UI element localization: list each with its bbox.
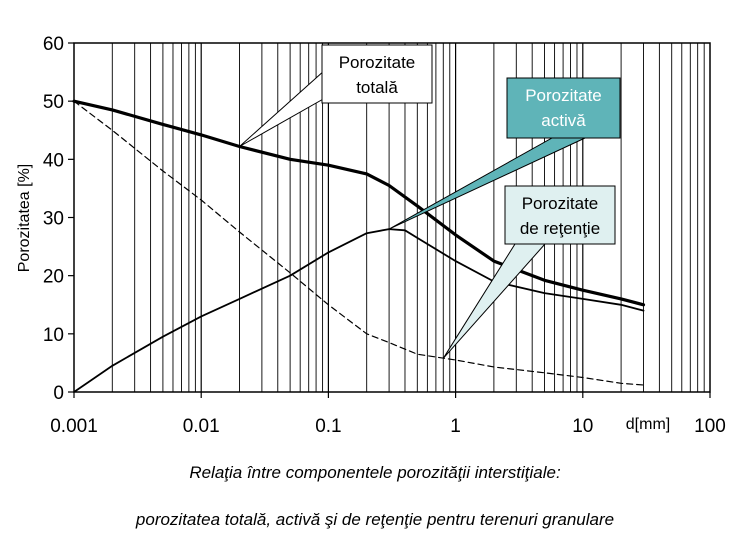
x-tick-label: 100 <box>694 416 726 437</box>
y-tick-label: 0 <box>53 383 64 404</box>
y-tick-label: 10 <box>43 325 64 346</box>
callout-text: activă <box>541 111 586 130</box>
series-line-totala <box>72 99 646 307</box>
caption-line-1: Relaţia între componentele porozităţii i… <box>189 463 561 482</box>
callout-totala: Porozitate totală <box>239 44 433 147</box>
callout-text: de reţenţie <box>520 219 600 238</box>
callout-text: totală <box>356 78 398 97</box>
series-line-retentie <box>73 100 645 386</box>
callout-activa: Porozitate activă <box>388 77 621 230</box>
y-tick-labels: 0 10 20 30 40 50 60 <box>43 34 74 404</box>
callout-text: Porozitate <box>339 53 416 72</box>
y-tick-label: 60 <box>43 34 64 55</box>
x-tick-label: 0.001 <box>50 416 98 437</box>
y-tick-label: 20 <box>43 267 64 288</box>
x-tick-labels: 0.001 0.01 0.1 1 10 100 <box>50 392 726 437</box>
y-tick-label: 40 <box>43 150 64 171</box>
y-tick-label: 30 <box>43 209 64 230</box>
callout-text: Porozitate <box>525 86 602 105</box>
callout-box-fill <box>506 187 614 243</box>
caption-line-2: porozitatea totală, activă şi de reţenţi… <box>135 510 615 529</box>
y-axis-label: Porozitatea [%] <box>16 164 33 273</box>
x-tick-label: 1 <box>450 416 461 437</box>
callout-text: Porozitate <box>522 194 599 213</box>
x-tick-label: 0.1 <box>315 416 341 437</box>
callout-box-fill <box>323 46 431 102</box>
callout-box-fill <box>508 79 619 137</box>
x-tick-label: 0.01 <box>183 416 220 437</box>
callout-retentie: Porozitate de reţenţie <box>442 185 616 359</box>
y-tick-label: 50 <box>43 92 64 113</box>
x-axis-label: d[mm] <box>626 416 670 433</box>
grid <box>111 43 705 392</box>
x-tick-label: 10 <box>572 416 593 437</box>
series-line-activa <box>73 228 645 393</box>
callout-pointer <box>239 68 326 147</box>
